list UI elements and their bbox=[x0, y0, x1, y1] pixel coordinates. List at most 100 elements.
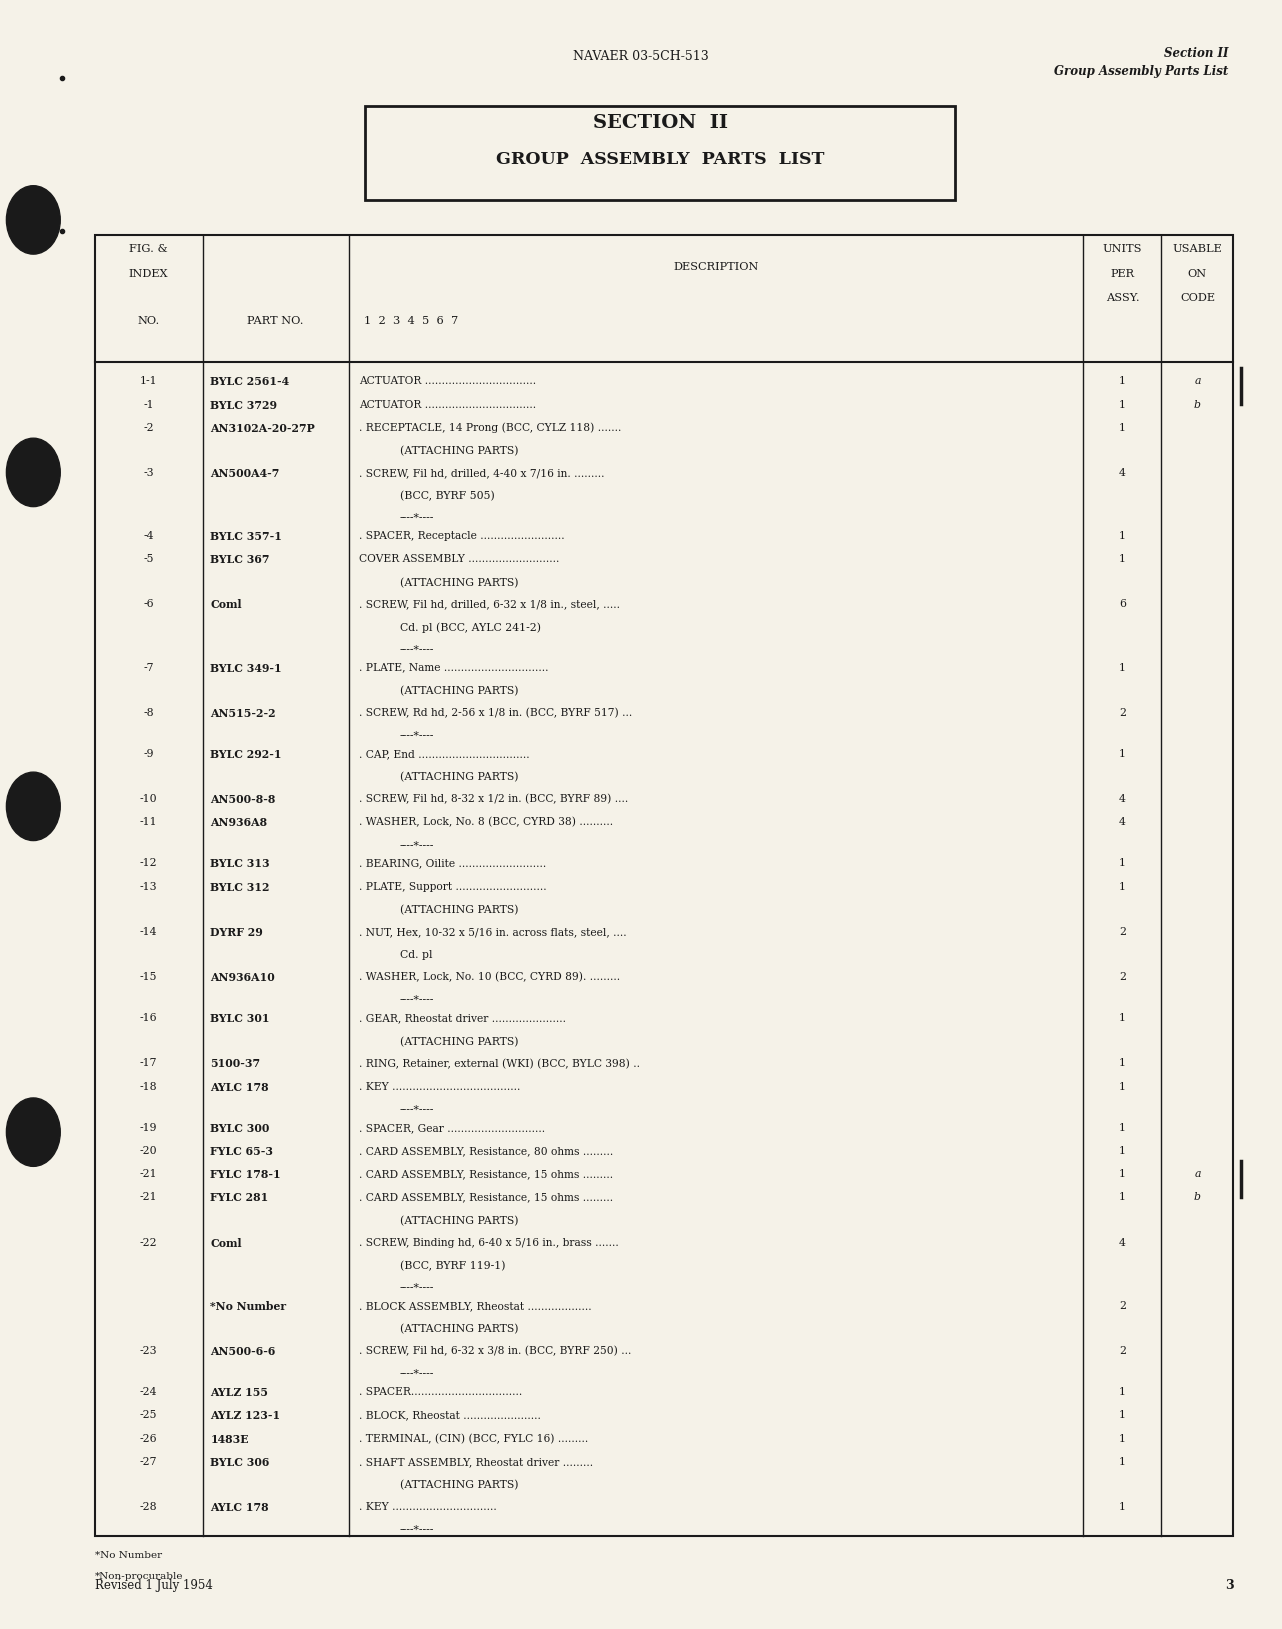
Text: BYLC 292-1: BYLC 292-1 bbox=[210, 749, 282, 761]
Text: 1-1: 1-1 bbox=[140, 376, 158, 386]
Text: ON: ON bbox=[1188, 269, 1206, 279]
Text: 1: 1 bbox=[1119, 858, 1126, 868]
Text: (ATTACHING PARTS): (ATTACHING PARTS) bbox=[400, 772, 518, 782]
Text: *No Number: *No Number bbox=[210, 1300, 286, 1311]
Text: . BLOCK ASSEMBLY, Rheostat ...................: . BLOCK ASSEMBLY, Rheostat .............… bbox=[359, 1300, 591, 1311]
Text: AN500A4-7: AN500A4-7 bbox=[210, 468, 279, 479]
Text: ACTUATOR .................................: ACTUATOR ...............................… bbox=[359, 376, 536, 386]
Text: . GEAR, Rheostat driver ......................: . GEAR, Rheostat driver ................… bbox=[359, 1013, 565, 1023]
Text: -14: -14 bbox=[140, 927, 158, 937]
Text: -25: -25 bbox=[140, 1411, 158, 1420]
Text: . CARD ASSEMBLY, Resistance, 15 ohms .........: . CARD ASSEMBLY, Resistance, 15 ohms ...… bbox=[359, 1170, 613, 1179]
Text: . SCREW, Fil hd, 6-32 x 3/8 in. (BCC, BYRF 250) ...: . SCREW, Fil hd, 6-32 x 3/8 in. (BCC, BY… bbox=[359, 1346, 631, 1357]
Text: 5100-37: 5100-37 bbox=[210, 1059, 260, 1070]
Bar bbox=[365, 106, 955, 200]
Text: ----*----: ----*---- bbox=[400, 1368, 435, 1380]
Text: 1: 1 bbox=[1119, 1082, 1126, 1091]
Text: Group Assembly Parts List: Group Assembly Parts List bbox=[1054, 65, 1228, 78]
Text: (ATTACHING PARTS): (ATTACHING PARTS) bbox=[400, 1215, 518, 1227]
Text: -26: -26 bbox=[140, 1434, 158, 1443]
Text: *Non-procurable: *Non-procurable bbox=[95, 1572, 183, 1582]
Text: AYLC 178: AYLC 178 bbox=[210, 1082, 269, 1093]
Text: BYLC 312: BYLC 312 bbox=[210, 881, 269, 893]
Text: AN515-2-2: AN515-2-2 bbox=[210, 707, 276, 718]
Text: 2: 2 bbox=[1119, 707, 1126, 718]
Text: -8: -8 bbox=[144, 707, 154, 718]
Text: -12: -12 bbox=[140, 858, 158, 868]
Text: (ATTACHING PARTS): (ATTACHING PARTS) bbox=[400, 1036, 518, 1047]
Text: -28: -28 bbox=[140, 1502, 158, 1512]
Text: BYLC 367: BYLC 367 bbox=[210, 554, 269, 565]
Text: ACTUATOR .................................: ACTUATOR ...............................… bbox=[359, 399, 536, 409]
Text: -22: -22 bbox=[140, 1238, 158, 1248]
Circle shape bbox=[6, 186, 60, 254]
Text: (ATTACHING PARTS): (ATTACHING PARTS) bbox=[400, 577, 518, 588]
Text: INDEX: INDEX bbox=[129, 269, 168, 279]
Text: -10: -10 bbox=[140, 793, 158, 805]
Text: DESCRIPTION: DESCRIPTION bbox=[673, 262, 759, 272]
Text: 2: 2 bbox=[1119, 1346, 1126, 1355]
Text: . KEY ......................................: . KEY ..................................… bbox=[359, 1082, 520, 1091]
Text: 6: 6 bbox=[1119, 599, 1126, 609]
Text: . BEARING, Oilite ..........................: . BEARING, Oilite ......................… bbox=[359, 858, 546, 868]
Text: COVER ASSEMBLY ...........................: COVER ASSEMBLY .........................… bbox=[359, 554, 559, 564]
Text: 1: 1 bbox=[1119, 1192, 1126, 1202]
Text: 4: 4 bbox=[1119, 818, 1126, 828]
Text: 1: 1 bbox=[1119, 531, 1126, 541]
Text: 1: 1 bbox=[1119, 663, 1126, 673]
Text: BYLC 3729: BYLC 3729 bbox=[210, 399, 277, 411]
Text: -23: -23 bbox=[140, 1346, 158, 1355]
Text: AN936A8: AN936A8 bbox=[210, 818, 268, 829]
Text: (ATTACHING PARTS): (ATTACHING PARTS) bbox=[400, 446, 518, 456]
Text: 2: 2 bbox=[1119, 973, 1126, 982]
Text: 1: 1 bbox=[1119, 1145, 1126, 1157]
Text: ----*----: ----*---- bbox=[400, 1104, 435, 1114]
Text: BYLC 349-1: BYLC 349-1 bbox=[210, 663, 282, 674]
Text: -9: -9 bbox=[144, 749, 154, 759]
Text: AN3102A-20-27P: AN3102A-20-27P bbox=[210, 424, 315, 433]
Text: . SCREW, Fil hd, drilled, 6-32 x 1/8 in., steel, .....: . SCREW, Fil hd, drilled, 6-32 x 1/8 in.… bbox=[359, 599, 620, 609]
Text: -2: -2 bbox=[144, 424, 154, 433]
Text: . SCREW, Binding hd, 6-40 x 5/16 in., brass .......: . SCREW, Binding hd, 6-40 x 5/16 in., br… bbox=[359, 1238, 619, 1248]
Text: ----*----: ----*---- bbox=[400, 645, 435, 655]
Text: FYLC 281: FYLC 281 bbox=[210, 1192, 268, 1204]
Text: ----*----: ----*---- bbox=[400, 995, 435, 1005]
Text: . WASHER, Lock, No. 10 (BCC, CYRD 89). .........: . WASHER, Lock, No. 10 (BCC, CYRD 89). .… bbox=[359, 973, 620, 982]
Text: 1: 1 bbox=[1119, 1386, 1126, 1398]
Text: (BCC, BYRF 505): (BCC, BYRF 505) bbox=[400, 492, 495, 502]
Text: (BCC, BYRF 119-1): (BCC, BYRF 119-1) bbox=[400, 1261, 505, 1271]
Text: USABLE: USABLE bbox=[1173, 244, 1222, 254]
Text: -24: -24 bbox=[140, 1386, 158, 1398]
Text: -20: -20 bbox=[140, 1145, 158, 1157]
Text: FIG. &: FIG. & bbox=[129, 244, 168, 254]
Text: . RECEPTACLE, 14 Prong (BCC, CYLZ 118) .......: . RECEPTACLE, 14 Prong (BCC, CYLZ 118) .… bbox=[359, 424, 622, 433]
Text: 1: 1 bbox=[1119, 1502, 1126, 1512]
Text: ----*----: ----*---- bbox=[400, 841, 435, 850]
Text: . TERMINAL, (CIN) (BCC, FYLC 16) .........: . TERMINAL, (CIN) (BCC, FYLC 16) .......… bbox=[359, 1434, 588, 1443]
Text: ----*----: ----*---- bbox=[400, 513, 435, 523]
Text: 1483E: 1483E bbox=[210, 1434, 249, 1445]
Text: -21: -21 bbox=[140, 1170, 158, 1179]
Text: 1: 1 bbox=[1119, 399, 1126, 409]
Text: BYLC 357-1: BYLC 357-1 bbox=[210, 531, 282, 542]
Text: Coml: Coml bbox=[210, 599, 242, 611]
Text: . BLOCK, Rheostat .......................: . BLOCK, Rheostat ......................… bbox=[359, 1411, 541, 1420]
Text: 1: 1 bbox=[1119, 749, 1126, 759]
Text: . SCREW, Rd hd, 2-56 x 1/8 in. (BCC, BYRF 517) ...: . SCREW, Rd hd, 2-56 x 1/8 in. (BCC, BYR… bbox=[359, 707, 632, 718]
Text: -4: -4 bbox=[144, 531, 154, 541]
Text: . RING, Retainer, external (WKI) (BCC, BYLC 398) ..: . RING, Retainer, external (WKI) (BCC, B… bbox=[359, 1059, 640, 1069]
Text: -15: -15 bbox=[140, 973, 158, 982]
Text: -11: -11 bbox=[140, 818, 158, 828]
Text: BYLC 2561-4: BYLC 2561-4 bbox=[210, 376, 290, 388]
Text: (ATTACHING PARTS): (ATTACHING PARTS) bbox=[400, 1324, 518, 1334]
Text: AYLZ 155: AYLZ 155 bbox=[210, 1386, 268, 1398]
Text: -6: -6 bbox=[144, 599, 154, 609]
Text: PER: PER bbox=[1110, 269, 1135, 279]
Bar bbox=[95, 235, 1233, 1536]
Text: NAVAER 03-5CH-513: NAVAER 03-5CH-513 bbox=[573, 50, 709, 64]
Text: AYLZ 123-1: AYLZ 123-1 bbox=[210, 1411, 281, 1422]
Text: -17: -17 bbox=[140, 1059, 158, 1069]
Text: . CARD ASSEMBLY, Resistance, 80 ohms .........: . CARD ASSEMBLY, Resistance, 80 ohms ...… bbox=[359, 1145, 613, 1157]
Text: b: b bbox=[1194, 399, 1201, 409]
Text: ----*----: ----*---- bbox=[400, 731, 435, 741]
